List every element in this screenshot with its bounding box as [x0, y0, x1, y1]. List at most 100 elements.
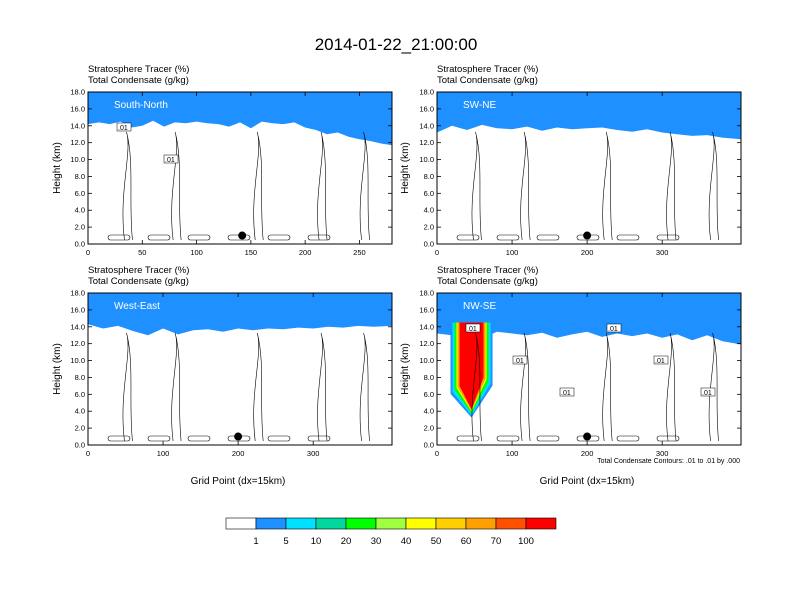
- condensate-contour-3: [317, 332, 328, 442]
- y-axis-label: Height (km): [400, 142, 411, 194]
- colorbar-label: 10: [311, 536, 322, 547]
- x-tick-label: 200: [581, 449, 594, 458]
- condensate-contour-4: [708, 332, 719, 442]
- y-tick-label: 12.0: [419, 339, 434, 348]
- y-axis-label: Height (km): [52, 142, 63, 194]
- y-tick-label: 16.0: [419, 305, 434, 314]
- colorbar-swatch: [525, 517, 557, 530]
- contour-label-box: [606, 323, 622, 333]
- surface-contour-5: [307, 234, 331, 241]
- colorbar-swatch: [465, 517, 497, 530]
- y-tick-label: 2.0: [424, 223, 434, 232]
- surface-contour-0: [456, 435, 480, 442]
- cross-section-name: SW-NE: [463, 100, 496, 111]
- colorbar-swatch: [435, 517, 467, 530]
- y-axis-label: Height (km): [52, 343, 63, 395]
- condensate-contour-3: [666, 131, 677, 241]
- surface-contour-5: [656, 435, 680, 442]
- y-tick-label: 12.0: [419, 138, 434, 147]
- condensate-contour-1: [520, 332, 531, 442]
- cross-section-name: NW-SE: [463, 301, 496, 312]
- surface-contour-4: [267, 435, 291, 442]
- condensate-contour-0: [122, 332, 133, 442]
- condensate-contour-2: [602, 131, 613, 241]
- contour-label: .01: [118, 125, 128, 132]
- colorbar-swatch: [405, 517, 437, 530]
- colorbar: 1 5 10 20 30 40 50 60 70 100: [225, 517, 557, 547]
- contour-label-box: [559, 387, 575, 397]
- y-tick-label: 10.0: [70, 356, 85, 365]
- plot-frame: [436, 91, 742, 245]
- tracer-band-9: [88, 92, 392, 146]
- y-tick-label: 6.0: [424, 390, 434, 399]
- colorbar-swatch: [315, 517, 347, 530]
- y-tick-label: 12.0: [70, 339, 85, 348]
- plot-area: SW-NE: [437, 92, 741, 244]
- cross-section-name: South-North: [114, 100, 168, 111]
- y-tick-label: 10.0: [419, 155, 434, 164]
- contour-label-box: [512, 355, 528, 365]
- plot-frame: [87, 292, 393, 446]
- x-axis-label: Grid Point (dx=15km): [540, 476, 635, 487]
- colorbar-label: 1: [253, 536, 258, 547]
- contour-label: .01: [608, 326, 618, 333]
- x-tick-label: 0: [435, 248, 439, 257]
- x-tick-label: 100: [506, 449, 519, 458]
- plot-frame: [436, 292, 742, 446]
- condensate-contour-4: [359, 131, 370, 241]
- y-tick-label: 16.0: [70, 104, 85, 113]
- y-tick-label: 0.0: [424, 240, 434, 249]
- y-tick-label: 2.0: [75, 223, 85, 232]
- tracer-band-9: [437, 293, 741, 345]
- y-tick-label: 2.0: [75, 424, 85, 433]
- location-marker: [238, 231, 247, 240]
- y-axis-label: Height (km): [400, 343, 411, 395]
- colorbar-label: 20: [341, 536, 352, 547]
- condensate-contour-1: [171, 131, 182, 241]
- condensate-contour-1: [520, 131, 531, 241]
- x-tick-label: 200: [581, 248, 594, 257]
- y-tick-label: 14.0: [419, 121, 434, 130]
- y-tick-label: 14.0: [70, 322, 85, 331]
- surface-contour-0: [107, 435, 131, 442]
- y-tick-label: 14.0: [419, 322, 434, 331]
- surface-contour-4: [616, 435, 640, 442]
- condensate-contour-4: [708, 131, 719, 241]
- contour-label-box: [653, 355, 669, 365]
- y-tick-label: 14.0: [70, 121, 85, 130]
- condensate-contour-2: [253, 131, 264, 241]
- y-tick-label: 4.0: [424, 407, 434, 416]
- y-tick-label: 6.0: [75, 189, 85, 198]
- contour-label-box: [116, 122, 132, 132]
- y-tick-label: 8.0: [75, 373, 85, 382]
- surface-contour-2: [187, 234, 211, 241]
- colorbar-label: 30: [371, 536, 382, 547]
- condensate-contour-2: [253, 332, 264, 442]
- surface-contour-5: [307, 435, 331, 442]
- y-tick-label: 6.0: [424, 189, 434, 198]
- panel-subtitle-condensate: Total Condensate (g/kg): [437, 75, 538, 86]
- condensate-contour-3: [666, 332, 677, 442]
- cross-section-name: West-East: [114, 301, 160, 312]
- plot-frame: [87, 91, 393, 245]
- x-tick-label: 50: [138, 248, 146, 257]
- colorbar-swatch: [495, 517, 527, 530]
- y-tick-label: 18.0: [70, 289, 85, 298]
- surface-contour-5: [656, 234, 680, 241]
- y-tick-label: 10.0: [419, 356, 434, 365]
- y-tick-label: 6.0: [75, 390, 85, 399]
- contour-label: .01: [165, 157, 175, 164]
- colorbar-swatch: [345, 517, 377, 530]
- colorbar-label: 60: [461, 536, 472, 547]
- contour-label-box: [700, 387, 716, 397]
- contour-label: .01: [655, 358, 665, 365]
- panel-subtitle-tracer: Stratosphere Tracer (%): [437, 64, 538, 75]
- panel-sw-ne: Stratosphere Tracer (%) Total Condensate…: [400, 64, 742, 257]
- condensate-contour-2: [602, 332, 613, 442]
- panel-subtitle-tracer: Stratosphere Tracer (%): [88, 265, 189, 276]
- y-tick-label: 12.0: [70, 138, 85, 147]
- condensate-contour-4: [359, 332, 370, 442]
- y-tick-label: 18.0: [419, 88, 434, 97]
- contour-footnote: Total Condensate Contours: .01 to .01 by…: [597, 458, 740, 465]
- x-tick-label: 100: [157, 449, 170, 458]
